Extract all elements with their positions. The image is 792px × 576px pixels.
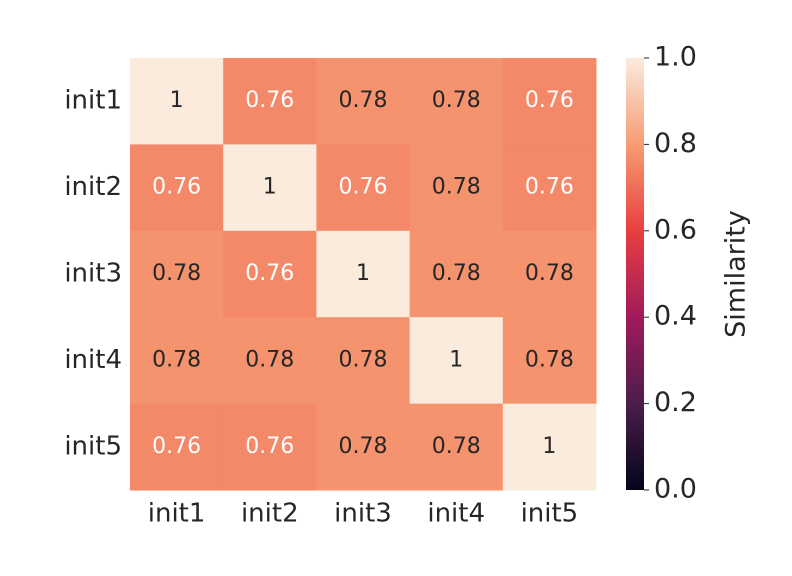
heatmap-cell: [502, 317, 597, 405]
cell-label: 0.78: [245, 347, 294, 372]
heatmap-cell: [223, 317, 317, 405]
colorbar-tick-label: 0.4: [654, 301, 697, 332]
y-tick-label: init2: [64, 172, 122, 202]
cell-label: 1: [263, 175, 277, 200]
heatmap-cell: [223, 403, 317, 491]
heatmap-cell: [409, 230, 504, 318]
cell-label: 0.76: [245, 261, 294, 286]
cell-label: 0.78: [339, 434, 388, 459]
cell-label: 0.78: [339, 347, 388, 372]
heatmap-cell: [223, 230, 317, 318]
x-tick-label: init5: [521, 499, 579, 529]
heatmap-cell: [223, 58, 317, 145]
cell-label: 1: [449, 347, 463, 372]
heatmap-cell: [316, 58, 411, 145]
cell-label: 1: [356, 261, 370, 286]
cell-label: 0.76: [152, 434, 201, 459]
colorbar-tick-label: 0.8: [654, 128, 697, 159]
cell-label: 0.78: [152, 261, 201, 286]
cell-label: 0.76: [525, 175, 574, 200]
colorbar: [626, 58, 644, 490]
cell-label: 0.76: [525, 88, 574, 113]
heatmap-cell: [130, 58, 224, 145]
y-tick-label: init4: [64, 345, 122, 375]
heatmap-cell: [409, 144, 504, 232]
cell-label: 0.78: [432, 434, 481, 459]
cell-label: 0.78: [525, 347, 574, 372]
cell-label: 0.76: [152, 175, 201, 200]
y-tick-label: init3: [64, 259, 122, 289]
y-tick-label: init5: [64, 431, 122, 461]
colorbar-tick-label: 1.0: [654, 42, 697, 73]
cell-label: 0.78: [525, 261, 574, 286]
cell-label: 0.76: [245, 434, 294, 459]
cell-label: 1: [170, 88, 184, 113]
heatmap-cell: [502, 230, 597, 318]
heatmap-cell: [502, 58, 597, 145]
heatmap-cell: [502, 403, 597, 491]
heatmap-cell: [316, 230, 411, 318]
cell-label: 0.76: [245, 88, 294, 113]
heatmap-cell: [130, 230, 224, 318]
cell-label: 0.78: [152, 347, 201, 372]
heatmap-cell: [409, 58, 504, 145]
cell-label: 0.76: [339, 175, 388, 200]
cell-label: 1: [542, 434, 556, 459]
colorbar-tick-label: 0.6: [654, 214, 697, 245]
cell-label: 0.78: [432, 261, 481, 286]
x-tick-label: init2: [241, 499, 299, 529]
y-tick-label: init1: [64, 86, 122, 116]
cell-label: 0.78: [339, 88, 388, 113]
x-tick-label: init4: [427, 499, 485, 529]
cell-label: 0.78: [432, 88, 481, 113]
colorbar-tick-label: 0.0: [654, 474, 697, 505]
colorbar-tick-label: 0.2: [654, 387, 697, 418]
colorbar-label: Similarity: [721, 210, 752, 338]
x-tick-label: init3: [334, 499, 392, 529]
heatmap-cell: [130, 144, 224, 232]
cell-label: 0.78: [432, 175, 481, 200]
heatmap-cell: [316, 317, 411, 405]
heatmap-cell: [130, 317, 224, 405]
x-tick-label: init1: [148, 499, 206, 529]
heatmap-cell: [316, 144, 411, 232]
heatmap-cell: [409, 317, 504, 405]
heatmap-cell: [502, 144, 597, 232]
heatmap-cell: [316, 403, 411, 491]
heatmap-cell: [409, 403, 504, 491]
heatmap-cell: [223, 144, 317, 232]
heatmap-cell: [130, 403, 224, 491]
